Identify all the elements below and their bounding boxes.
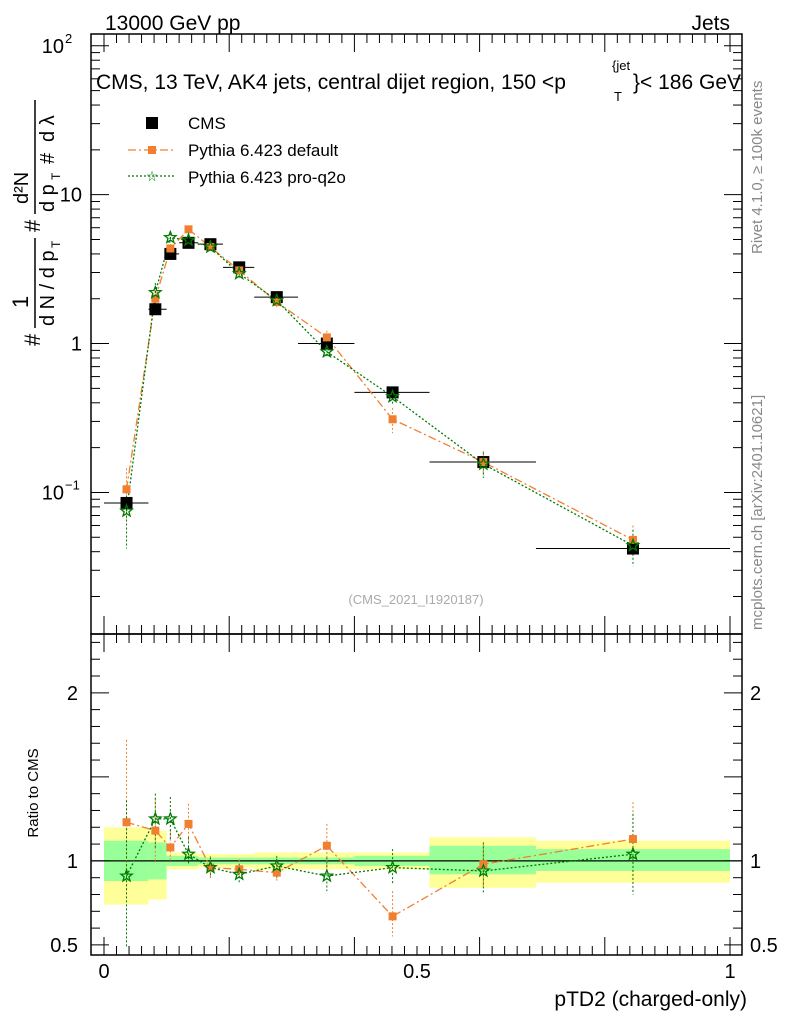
default-point xyxy=(479,458,488,467)
svg-text:d N / d p: d N / d p xyxy=(37,250,59,326)
main-y-tick-exponent: 2 xyxy=(65,31,72,46)
default-point xyxy=(206,243,215,252)
category-label: Jets xyxy=(691,12,730,35)
main-y-tick-label: 10 xyxy=(60,185,82,207)
proq2o-point xyxy=(162,229,178,244)
default-point xyxy=(388,415,397,424)
svg-text:T: T xyxy=(49,240,63,248)
energy-label: 13000 GeV pp xyxy=(105,12,240,35)
ratio-proq2o-point xyxy=(119,868,135,883)
ratio-band-inner xyxy=(429,845,536,875)
ratio-y-tick-label-right: 1 xyxy=(750,851,761,873)
ratio-y-tick-label-right: 2 xyxy=(750,683,761,705)
ratio-proq2o-point xyxy=(231,866,247,881)
ratio-proq2o-line xyxy=(125,818,634,877)
ratio-default-point xyxy=(206,863,215,872)
default-point xyxy=(122,485,131,494)
rivet-version-label: Rivet 4.1.0, ≥ 100k events xyxy=(749,81,766,254)
ratio-proq2o-point xyxy=(385,859,401,874)
ratio-proq2o-point xyxy=(147,811,163,826)
analysis-watermark: (CMS_2021_I1920187) xyxy=(348,592,483,607)
svg-text:d p: d p xyxy=(37,184,59,212)
ratio-default-point xyxy=(122,818,131,827)
ratio-proq2o-point xyxy=(319,868,335,883)
svg-text:#: # xyxy=(20,219,45,232)
legend-cms-marker xyxy=(146,117,158,129)
ratio-y-axis-label: Ratio to CMS xyxy=(25,748,42,837)
default-point xyxy=(272,298,281,307)
legend-cms-label: CMS xyxy=(188,114,226,133)
default-series-line xyxy=(125,228,634,541)
x-axis-label: pTD2 (charged-only) xyxy=(554,988,747,1011)
ratio-proq2o-point xyxy=(181,846,196,861)
default-point xyxy=(184,225,193,234)
legend-proq2o-marker: ☆ xyxy=(146,168,159,184)
ratio-default-point xyxy=(166,843,175,852)
plot-title-sub: T xyxy=(614,89,622,104)
plot-title: CMS, 13 TeV, AK4 jets, central dijet reg… xyxy=(96,71,566,94)
proq2o-point xyxy=(181,232,196,247)
proq2o-point xyxy=(119,503,135,518)
main-y-tick-exponent: −1 xyxy=(65,477,80,492)
default-point xyxy=(151,294,160,303)
x-tick-label: 1 xyxy=(724,961,735,983)
proq2o-point xyxy=(475,456,491,471)
x-tick-label: 0 xyxy=(98,961,109,983)
cms-point xyxy=(149,303,162,316)
ratio-y-tick-label: 2 xyxy=(67,683,78,705)
ratio-default-point xyxy=(184,819,193,828)
svg-text:#: # xyxy=(20,333,45,346)
main-y-axis-label: # 1 d N / d p T # d²N d p T # d λ xyxy=(8,100,63,346)
ratio-default-point xyxy=(272,868,281,877)
plot-title-end: }< 186 GeV xyxy=(633,71,741,94)
ratio-proq2o-point xyxy=(625,846,641,861)
ratio-default-point xyxy=(628,835,637,844)
ratio-default-point xyxy=(388,912,397,921)
ratio-y-tick-label: 0.5 xyxy=(50,935,78,957)
cms-point xyxy=(120,496,133,509)
svg-text:1: 1 xyxy=(8,296,33,308)
plot-title-sup: {jet xyxy=(612,58,630,73)
ratio-plot-series xyxy=(119,739,641,947)
main-y-tick-label: 10 xyxy=(42,36,64,58)
main-y-tick-label: 10 xyxy=(42,482,64,504)
proq2o-point xyxy=(625,537,641,552)
ratio-y-tick-label: 1 xyxy=(67,851,78,873)
ratio-default-point xyxy=(151,826,160,835)
proq2o-point xyxy=(319,343,335,359)
ratio-default-line xyxy=(126,821,634,918)
ratio-frame xyxy=(90,633,743,956)
mcplots-label: mcplots.cern.ch [arXiv:2401.10621] xyxy=(749,395,766,630)
ratio-proq2o-point xyxy=(475,863,491,878)
main-y-tick-label: 1 xyxy=(71,334,82,356)
svg-text:d λ: d λ xyxy=(37,115,59,142)
svg-text:T: T xyxy=(49,172,63,180)
plot-title-main: CMS, 13 TeV, AK4 jets, central dijet reg… xyxy=(96,71,566,94)
default-point xyxy=(235,266,244,275)
ratio-proq2o-point xyxy=(202,859,218,874)
ratio-proq2o-point xyxy=(269,858,285,873)
x-tick-label: 0.5 xyxy=(403,961,431,983)
proq2o-point xyxy=(202,239,218,254)
proq2o-series-line xyxy=(125,236,634,547)
default-point xyxy=(322,333,331,342)
svg-text:#: # xyxy=(37,152,59,164)
legend: CMS Pythia 6.423 default ☆ Pythia 6.423 … xyxy=(128,114,346,187)
ratio-y-tick-label-right: 0.5 xyxy=(750,935,778,957)
svg-text:d²N: d²N xyxy=(11,172,33,204)
proq2o-point xyxy=(269,292,285,307)
proq2o-point xyxy=(385,388,401,404)
legend-proq2o-label: Pythia 6.423 pro-q2o xyxy=(188,168,346,187)
proq2o-point xyxy=(147,284,163,299)
legend-default-marker xyxy=(148,146,156,154)
ratio-default-point xyxy=(322,841,331,850)
ratio-proq2o-point xyxy=(162,811,178,826)
main-plot-series xyxy=(104,225,730,567)
proq2o-point xyxy=(231,265,247,280)
legend-default-label: Pythia 6.423 default xyxy=(188,141,339,160)
default-point xyxy=(166,244,175,253)
